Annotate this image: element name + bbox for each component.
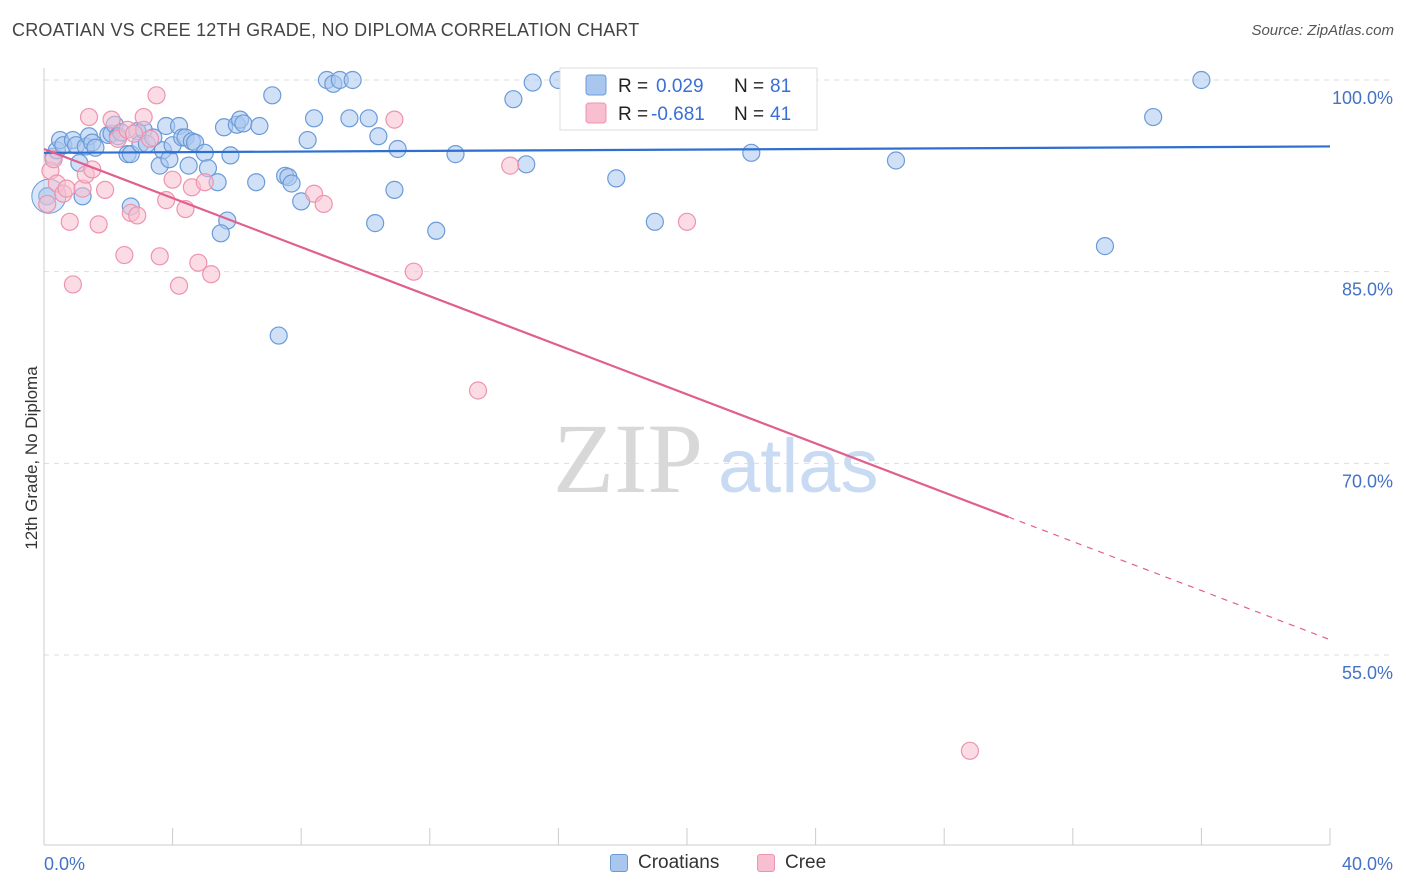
y-axis-label: 12th Grade, No Diploma (22, 366, 41, 550)
cree-point (128, 206, 147, 225)
cree-point (89, 215, 108, 234)
cree-point (147, 86, 166, 105)
croatians-point (1192, 70, 1211, 90)
legend-cree-r-value: -0.681 (651, 104, 705, 125)
croatians-point (607, 169, 626, 188)
cree-point (501, 156, 520, 175)
croatians-point (211, 224, 230, 243)
legend-croatians-n-value: 81 (770, 76, 791, 97)
source-label: Source: ZipAtlas.com (1251, 22, 1394, 39)
y-tick-label: 100.0% (1332, 88, 1393, 108)
croatians-point (446, 145, 465, 164)
cree-point (385, 110, 404, 129)
cree-point (202, 265, 221, 284)
cree-point (124, 124, 144, 143)
cree-point (38, 194, 57, 214)
legend-label-cree: Cree (785, 852, 827, 873)
croatians-point (247, 173, 266, 192)
legend-item-cree: Cree (757, 852, 826, 874)
croatians-point (645, 212, 664, 231)
y-tick-label: 55.0% (1342, 663, 1393, 683)
cree-point (60, 212, 79, 231)
croatians-point (427, 221, 446, 240)
croatians-point (886, 151, 906, 170)
croatians-point (234, 114, 253, 133)
cree-point (404, 262, 423, 281)
cree-trend-line (43, 147, 1009, 519)
croatians-point (179, 156, 198, 175)
legend-swatch-cree (585, 102, 607, 124)
croatians-trend-line (43, 145, 1331, 154)
croatians-point (388, 139, 407, 159)
croatians-point (343, 70, 362, 90)
watermark: ZIP atlas (553, 403, 879, 514)
tick-labels: 55.0% 70.0% 85.0% 100.0% 0.0% 40.0% (44, 88, 1393, 874)
croatians-point (1095, 237, 1115, 256)
legend-cree-n-value: 41 (770, 104, 791, 125)
croatians-point (263, 86, 282, 105)
stats-legend: R = 0.029 N = 81 R = -0.681 N = 41 (559, 67, 818, 131)
trend-lines (43, 145, 1331, 641)
croatians-point (282, 174, 301, 193)
croatians-swatch (610, 854, 628, 872)
cree-points (38, 86, 980, 760)
croatians-point (366, 214, 385, 233)
cree-point (134, 107, 153, 127)
croatians-point (517, 155, 536, 174)
cree-point (169, 276, 189, 295)
cree-trend-extension (1008, 516, 1331, 641)
croatians-point (221, 146, 240, 165)
x-tick-label: 0.0% (44, 854, 85, 874)
legend-cree-n-label: N = (734, 104, 764, 125)
watermark-atlas: atlas (718, 424, 879, 509)
croatians-point (504, 90, 523, 109)
cree-point (79, 107, 99, 127)
cree-point (63, 275, 83, 294)
cree-point (95, 180, 115, 199)
legend-swatch-croatians (585, 74, 607, 96)
y-tick-label: 85.0% (1342, 280, 1393, 300)
cree-point (468, 381, 488, 400)
croatians-point (340, 109, 359, 128)
grid-lines (44, 79, 1394, 656)
cree-point (960, 741, 980, 760)
croatians-point (359, 109, 378, 128)
x-tick-label: 40.0% (1342, 854, 1393, 874)
croatians-point (1144, 107, 1163, 127)
cree-point (115, 245, 134, 265)
legend-label-croatians: Croatians (638, 852, 720, 873)
legend-croatians-r-value: 0.029 (656, 76, 704, 97)
series-legend: Croatians Cree (0, 848, 1406, 880)
y-tick-label: 70.0% (1342, 471, 1393, 491)
cree-point (195, 173, 214, 192)
cree-point (314, 194, 333, 214)
cree-point (189, 253, 208, 272)
croatians-point (385, 180, 404, 199)
legend-croatians-r-label: R = (618, 76, 648, 97)
croatians-point (523, 73, 542, 92)
cree-point (150, 247, 169, 266)
cree-point (163, 170, 182, 189)
croatians-point (269, 326, 288, 345)
croatians-point (250, 116, 269, 136)
croatians-point (298, 130, 317, 150)
chart-title: CROATIAN VS CREE 12TH GRADE, NO DIPLOMA … (12, 20, 640, 40)
legend-cree-r-label: R = (618, 104, 648, 125)
watermark-zip: ZIP (553, 403, 703, 514)
cree-point (157, 191, 176, 210)
croatians-point (369, 127, 388, 146)
cree-swatch (757, 854, 775, 872)
croatians-point (742, 143, 761, 162)
cree-point (57, 179, 76, 198)
cree-point (102, 110, 121, 129)
cree-point (677, 212, 697, 231)
croatians-point (304, 109, 324, 128)
legend-croatians-n-label: N = (734, 76, 764, 97)
cree-point (140, 129, 160, 148)
legend-item-croatians: Croatians (610, 852, 719, 874)
